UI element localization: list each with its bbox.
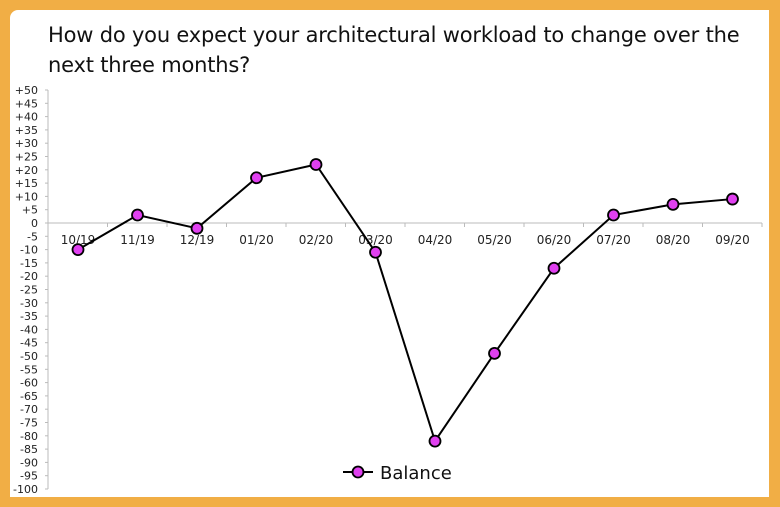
legend-label: Balance <box>380 463 452 484</box>
x-tick-label: 07/20 <box>596 233 631 247</box>
y-tick-label: -20 <box>20 270 38 283</box>
y-tick-label: -45 <box>20 337 38 350</box>
y-tick-label: +5 <box>22 204 38 217</box>
y-tick-label: -55 <box>20 363 38 376</box>
y-tick-label: -75 <box>20 417 38 430</box>
y-tick-label: -100 <box>13 483 38 496</box>
y-tick-label: -50 <box>20 350 38 363</box>
x-tick-label: 06/20 <box>537 233 572 247</box>
y-tick-label: +50 <box>15 84 38 97</box>
y-tick-label: +35 <box>15 124 38 137</box>
y-tick-label: +20 <box>15 164 38 177</box>
legend-marker <box>351 465 365 479</box>
y-tick-label: -90 <box>20 456 38 469</box>
y-tick-label: +15 <box>15 177 38 190</box>
data-point <box>547 261 561 275</box>
x-tick-label: 04/20 <box>418 233 453 247</box>
chart-panel <box>10 10 769 497</box>
y-tick-label: -30 <box>20 297 38 310</box>
x-tick-label: 02/20 <box>299 233 334 247</box>
y-tick-label: -85 <box>20 443 38 456</box>
y-tick-label: +30 <box>15 137 38 150</box>
y-tick-label: +45 <box>15 97 38 110</box>
x-tick-label: 03/20 <box>358 233 393 247</box>
y-tick-label: +40 <box>15 111 38 124</box>
x-tick-label: 08/20 <box>656 233 691 247</box>
data-point <box>309 158 323 171</box>
y-tick-label: -25 <box>20 284 38 297</box>
y-tick-label: +25 <box>15 151 38 164</box>
y-tick-label: -95 <box>20 470 38 483</box>
series-line <box>77 163 733 444</box>
x-tick-label: 05/20 <box>477 233 512 247</box>
data-point <box>488 346 501 360</box>
data-point <box>607 208 620 222</box>
y-tick-label: +10 <box>15 190 38 203</box>
data-point <box>726 192 739 206</box>
x-tick-label: 11/19 <box>120 233 155 247</box>
y-tick-label: -5 <box>27 230 38 243</box>
data-point <box>190 221 204 235</box>
x-tick-label: 01/20 <box>239 233 274 247</box>
data-point <box>666 197 680 211</box>
y-tick-label: -80 <box>20 430 38 443</box>
data-point <box>131 208 144 222</box>
y-tick-label: -40 <box>20 323 38 336</box>
y-tick-label: -65 <box>20 390 38 403</box>
x-tick-label: 09/20 <box>715 233 750 247</box>
y-tick-label: -15 <box>20 257 38 270</box>
data-point <box>369 245 382 259</box>
y-tick-label: -10 <box>20 244 38 257</box>
y-tick-label: 0 <box>31 217 38 230</box>
data-point <box>250 171 263 185</box>
x-tick-label: 12/19 <box>180 233 215 247</box>
y-tick-label: -60 <box>20 377 38 390</box>
y-tick-label: -35 <box>20 310 38 323</box>
y-tick-label: -70 <box>20 403 38 416</box>
data-point <box>428 434 442 448</box>
chart-title: How do you expect your architectural wor… <box>48 23 740 77</box>
data-point <box>71 243 85 257</box>
